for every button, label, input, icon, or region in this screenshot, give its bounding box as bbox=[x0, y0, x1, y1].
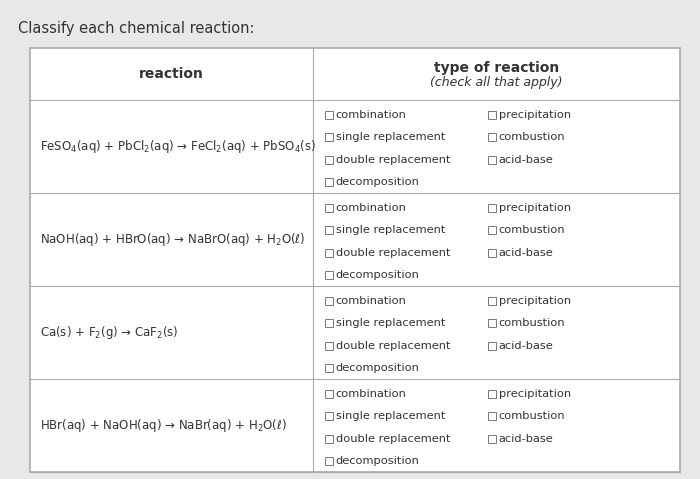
Text: precipitation: precipitation bbox=[498, 389, 571, 399]
Bar bbox=[325, 249, 332, 257]
Text: double replacement: double replacement bbox=[336, 433, 450, 444]
Text: decomposition: decomposition bbox=[336, 456, 419, 466]
Text: combustion: combustion bbox=[498, 132, 566, 142]
Bar bbox=[325, 319, 332, 328]
Bar bbox=[30, 48, 680, 472]
Bar bbox=[325, 342, 332, 350]
Text: combustion: combustion bbox=[498, 411, 566, 422]
Text: decomposition: decomposition bbox=[336, 177, 419, 187]
Text: precipitation: precipitation bbox=[498, 297, 571, 306]
Text: acid-base: acid-base bbox=[498, 248, 554, 258]
Text: NaOH(aq) + HBrO(aq) → NaBrO(aq) + H$_2$O(ℓ): NaOH(aq) + HBrO(aq) → NaBrO(aq) + H$_2$O… bbox=[40, 231, 305, 248]
Text: single replacement: single replacement bbox=[336, 411, 445, 422]
Text: HBr(aq) + NaOH(aq) → NaBr(aq) + H$_2$O(ℓ): HBr(aq) + NaOH(aq) → NaBr(aq) + H$_2$O(ℓ… bbox=[40, 417, 287, 434]
Text: Ca(s) + F$_2$(g) → CaF$_2$(s): Ca(s) + F$_2$(g) → CaF$_2$(s) bbox=[40, 324, 178, 341]
Text: combination: combination bbox=[336, 110, 407, 120]
Text: precipitation: precipitation bbox=[498, 203, 571, 213]
Text: combination: combination bbox=[336, 297, 407, 306]
Text: double replacement: double replacement bbox=[336, 341, 450, 351]
Text: combination: combination bbox=[336, 389, 407, 399]
Text: precipitation: precipitation bbox=[498, 110, 571, 120]
Bar bbox=[488, 156, 496, 163]
Text: combustion: combustion bbox=[498, 226, 566, 236]
Bar bbox=[325, 178, 332, 186]
Text: single replacement: single replacement bbox=[336, 132, 445, 142]
Bar bbox=[325, 456, 332, 465]
Bar bbox=[325, 297, 332, 305]
Bar bbox=[488, 134, 496, 141]
Bar bbox=[488, 319, 496, 328]
Bar bbox=[325, 271, 332, 279]
Text: decomposition: decomposition bbox=[336, 363, 419, 373]
Bar bbox=[325, 134, 332, 141]
Text: FeSO$_4$(aq) + PbCl$_2$(aq) → FeCl$_2$(aq) + PbSO$_4$(s): FeSO$_4$(aq) + PbCl$_2$(aq) → FeCl$_2$(a… bbox=[40, 138, 316, 155]
Text: acid-base: acid-base bbox=[498, 155, 554, 165]
Bar bbox=[488, 342, 496, 350]
Bar bbox=[488, 111, 496, 119]
Bar bbox=[325, 204, 332, 212]
Text: Classify each chemical reaction:: Classify each chemical reaction: bbox=[18, 21, 255, 35]
Text: acid-base: acid-base bbox=[498, 341, 554, 351]
Text: combustion: combustion bbox=[498, 319, 566, 329]
Bar bbox=[325, 390, 332, 398]
Text: double replacement: double replacement bbox=[336, 248, 450, 258]
Bar bbox=[488, 249, 496, 257]
Bar bbox=[325, 111, 332, 119]
Bar bbox=[325, 227, 332, 234]
Text: (check all that apply): (check all that apply) bbox=[430, 76, 563, 89]
Bar bbox=[488, 204, 496, 212]
Bar bbox=[325, 364, 332, 372]
Text: double replacement: double replacement bbox=[336, 155, 450, 165]
Text: type of reaction: type of reaction bbox=[434, 61, 559, 75]
Bar bbox=[488, 227, 496, 234]
Bar bbox=[325, 412, 332, 421]
Bar bbox=[30, 48, 680, 472]
Bar bbox=[325, 434, 332, 443]
Bar bbox=[488, 434, 496, 443]
Text: single replacement: single replacement bbox=[336, 319, 445, 329]
Bar bbox=[488, 390, 496, 398]
Text: single replacement: single replacement bbox=[336, 226, 445, 236]
Bar bbox=[488, 412, 496, 421]
Text: decomposition: decomposition bbox=[336, 270, 419, 280]
Text: combination: combination bbox=[336, 203, 407, 213]
Bar bbox=[325, 156, 332, 163]
Text: reaction: reaction bbox=[139, 67, 204, 81]
Bar bbox=[488, 297, 496, 305]
Text: acid-base: acid-base bbox=[498, 433, 554, 444]
